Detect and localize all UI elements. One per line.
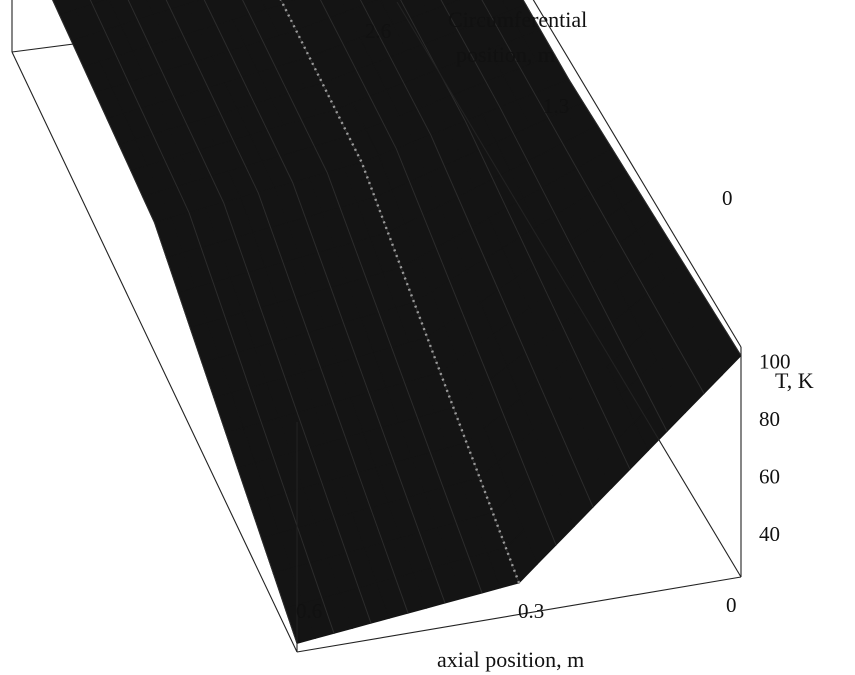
x-tick-label: 0.3 [518, 599, 544, 623]
y-tick-label: 2.6 [365, 19, 391, 43]
x-tick-label: 0.6 [296, 599, 322, 623]
tick-labels: 0.6 0.3 0 2.6 1.3 0 100 80 60 40 [296, 19, 791, 623]
surface-mesh-line [52, 0, 298, 644]
box-edge-left-bottom [11, 51, 298, 653]
y-tick-label: 0 [722, 186, 733, 210]
x-axis-title: axial position, m [437, 647, 584, 672]
z-tick-label: 40 [759, 522, 780, 546]
surface-mesh-line [127, 0, 372, 624]
box-edge-right-top [532, 0, 742, 348]
y-axis-title-line-2: position, m [456, 42, 555, 67]
y-tick-label: 1.3 [543, 94, 569, 118]
surface-mesh-line [319, 0, 557, 546]
box-edge-right-bottom [396, 1, 742, 578]
surface-mesh-line [481, 0, 705, 394]
y-axis-title-line-1: Circumferential [448, 7, 587, 32]
surface-mesh-line [89, 0, 335, 634]
surface-mesh-line [359, 0, 594, 508]
z-tick-label: 100 [759, 349, 791, 373]
surface-mesh-line [440, 0, 668, 432]
surface-mesh-line [242, 0, 483, 594]
surface-mesh-line [165, 0, 409, 614]
surface-mesh-line [400, 0, 631, 470]
surface-mesh-line [203, 0, 446, 604]
surface-mesh-line [280, 0, 520, 584]
z-axis-title: T, K [775, 368, 814, 393]
box-edge-front-bottom [296, 576, 742, 653]
bounding-box-front [296, 1, 742, 653]
surface-mesh-line [522, 0, 742, 356]
z-tick-label: 80 [759, 407, 780, 431]
temperature-surface [52, 0, 742, 645]
x-tick-label: 0 [726, 593, 737, 617]
z-tick-label: 60 [759, 464, 780, 488]
